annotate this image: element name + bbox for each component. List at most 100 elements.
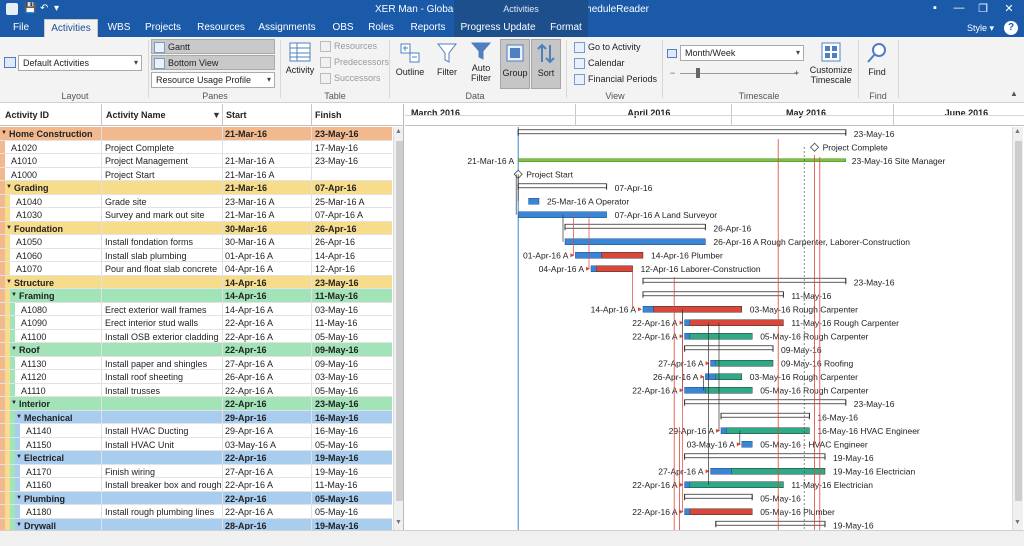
activity-row[interactable]: A1100 Install OSB exterior cladding 22-Apr…	[0, 329, 392, 343]
bottom-view-combo[interactable]: Resource Usage Profile ▾	[151, 72, 275, 88]
timescale-combo[interactable]: Month/Week ▾	[680, 45, 804, 61]
remaining-bar[interactable]	[715, 373, 743, 380]
activity-row[interactable]: A1150 Install HVAC Unit 03-May-16 A 05-May-…	[0, 437, 392, 451]
activity-row[interactable]: A1130 Install paper and shingles 27-Apr-16…	[0, 356, 392, 370]
wbs-row[interactable]: ▼ Grading 21-Mar-16 07-Apr-16	[0, 181, 392, 195]
tab-file[interactable]: File	[12, 22, 30, 33]
activity-row[interactable]: A1170 Finish wiring 27-Apr-16 A 19-May-16	[0, 464, 392, 478]
collapse-toggle-icon[interactable]: ▼	[11, 346, 17, 352]
wbs-row[interactable]: ▼ Foundation 30-Mar-16 26-Apr-16	[0, 221, 392, 235]
scroll-down-icon[interactable]: ▼	[1014, 519, 1021, 526]
remaining-bar[interactable]	[689, 481, 784, 488]
tab-resources[interactable]: Resources	[197, 22, 245, 33]
col-header-activity-id[interactable]: Activity ID	[5, 110, 50, 120]
actual-bar[interactable]	[517, 211, 607, 218]
summary-bar[interactable]	[684, 345, 774, 351]
wbs-row[interactable]: ▼ Framing 14-Apr-16 11-May-16	[0, 289, 392, 303]
actual-bar[interactable]	[564, 238, 706, 245]
actual-bar[interactable]	[741, 441, 753, 448]
timescale-slider-thumb[interactable]	[696, 68, 700, 78]
remaining-bar[interactable]	[689, 508, 753, 515]
activity-table-button[interactable]: Activity	[283, 39, 317, 89]
collapse-toggle-icon[interactable]: ▼	[6, 184, 12, 190]
activity-row[interactable]: A1120 Install roof sheeting 26-Apr-16 A 03-…	[0, 370, 392, 384]
wbs-row[interactable]: ▼ Plumbing 22-Apr-16 05-May-16	[0, 491, 392, 505]
calendar-button[interactable]: Calendar	[572, 56, 660, 71]
collapse-toggle-icon[interactable]: ▼	[6, 224, 12, 231]
actual-bar[interactable]	[528, 198, 540, 205]
remaining-bar[interactable]	[653, 306, 743, 313]
tab-progress-update[interactable]: Progress Update	[460, 22, 536, 33]
zoom-out-icon[interactable]: −	[670, 68, 676, 78]
help-icon[interactable]: ?	[1004, 21, 1018, 35]
col-header-activity-name[interactable]: Activity Name	[106, 110, 166, 120]
remaining-bar[interactable]	[705, 387, 753, 394]
save-icon[interactable]: 💾	[24, 3, 37, 14]
summary-bar[interactable]	[684, 493, 753, 499]
remaining-bar[interactable]	[689, 319, 784, 326]
wbs-row[interactable]: ▼ Roof 22-Apr-16 09-May-16	[0, 343, 392, 357]
restore-icon[interactable]: ❐	[978, 3, 988, 15]
activity-row[interactable]: A1090 Erect interior stud walls 22-Apr-16 …	[0, 316, 392, 330]
activity-row[interactable]: A1180 Install rough plumbing lines 22-Apr-…	[0, 505, 392, 519]
wbs-row[interactable]: ▼ Home Construction 21-Mar-16 23-May-16	[0, 127, 392, 141]
undo-icon[interactable]: ↶	[40, 3, 49, 14]
summary-bar[interactable]	[517, 129, 847, 135]
filter-button[interactable]: Filter	[430, 39, 464, 89]
activity-row[interactable]: A1110 Install trusses 22-Apr-16 A 05-May-16	[0, 383, 392, 397]
activity-row[interactable]: A1050 Install fondation forms 30-Mar-16 A 2…	[0, 235, 392, 249]
actual-bar[interactable]	[642, 306, 654, 313]
actual-bar[interactable]	[684, 481, 691, 488]
summary-bar[interactable]	[564, 223, 706, 229]
col-header-start[interactable]: Start	[226, 110, 247, 120]
milestone-bar[interactable]	[810, 142, 820, 152]
resources-table-button[interactable]: Resources	[318, 39, 388, 54]
scroll-down-icon[interactable]: ▼	[395, 519, 402, 526]
actual-bar[interactable]	[575, 252, 602, 259]
customize-timescale-button[interactable]: Customize Timescale	[808, 39, 854, 89]
remaining-bar[interactable]	[715, 360, 774, 367]
remaining-bar[interactable]	[601, 252, 644, 259]
ribbon-display-icon[interactable]: ▪	[933, 2, 937, 14]
gantt-vertical-scrollbar[interactable]: ▲ ▼	[1012, 127, 1023, 530]
collapse-toggle-icon[interactable]: ▼	[16, 413, 22, 420]
activity-row[interactable]: A1030 Survey and mark out site 21-Mar-16 A…	[0, 208, 392, 222]
sort-button[interactable]: Sort	[531, 39, 561, 89]
actual-bar[interactable]	[590, 265, 597, 272]
collapse-toggle-icon[interactable]: ▼	[1, 130, 7, 136]
find-button[interactable]: Find	[862, 39, 892, 89]
summary-bar[interactable]	[642, 277, 847, 283]
actual-bar[interactable]	[684, 508, 691, 515]
collapse-toggle-icon[interactable]: ▼	[16, 494, 22, 501]
summary-bar[interactable]	[642, 291, 784, 297]
tab-reports[interactable]: Reports	[410, 22, 446, 33]
remaining-bar[interactable]	[689, 333, 753, 340]
wbs-row[interactable]: ▼ Electrical 22-Apr-16 19-May-16	[0, 451, 392, 465]
wbs-row[interactable]: ▼ Drywall 28-Apr-16 19-May-16	[0, 518, 392, 530]
col-header-finish[interactable]: Finish	[315, 110, 342, 120]
scroll-up-icon[interactable]: ▲	[1014, 128, 1021, 135]
summary-bar[interactable]	[720, 412, 810, 418]
horizontal-scrollbar[interactable]	[0, 530, 1024, 546]
remaining-bar[interactable]	[595, 265, 633, 272]
gantt-button[interactable]: Gantt	[151, 39, 275, 54]
quick-access-dropdown-icon[interactable]: ▾	[54, 3, 60, 14]
activity-row[interactable]: A1140 Install HVAC Ducting 29-Apr-16 A 16-M…	[0, 424, 392, 438]
collapse-toggle-icon[interactable]: ▼	[6, 278, 12, 285]
tab-wbs[interactable]: WBS	[107, 22, 131, 33]
column-divider[interactable]	[311, 104, 312, 126]
outline-button[interactable]: Outline	[392, 39, 428, 89]
layout-combo[interactable]: Default Activities ▾	[18, 55, 142, 71]
scroll-up-icon[interactable]: ▲	[395, 128, 402, 135]
close-icon[interactable]: ✕	[1004, 3, 1014, 15]
column-divider[interactable]	[101, 104, 102, 126]
activity-row[interactable]: A1040 Grade site 23-Mar-16 A 25-Mar-16 A	[0, 194, 392, 208]
bottom-view-button[interactable]: Bottom View	[151, 55, 275, 70]
financial-periods-button[interactable]: Financial Periods	[572, 72, 660, 87]
collapse-toggle-icon[interactable]: ▼	[11, 292, 17, 298]
tab-roles[interactable]: Roles	[368, 22, 394, 33]
tab-format[interactable]: Format	[550, 22, 582, 33]
wbs-row[interactable]: ▼ Structure 14-Apr-16 23-May-16	[0, 275, 392, 289]
activity-row[interactable]: A1010 Project Management 21-Mar-16 A 23-May…	[0, 154, 392, 168]
timescale-slider[interactable]	[680, 73, 798, 74]
